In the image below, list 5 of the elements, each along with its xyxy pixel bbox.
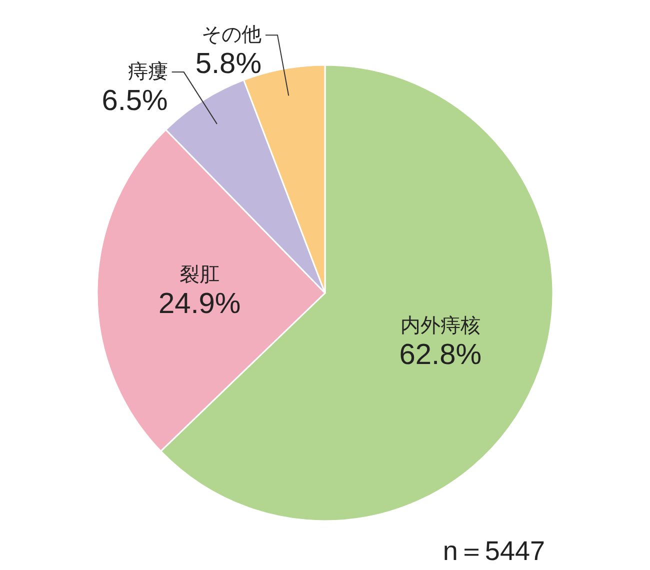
- text: n＝5447: [442, 536, 545, 566]
- label: 内外痔核 62.8%: [399, 315, 482, 372]
- label: 痔瘻 6.5%: [102, 61, 168, 118]
- label: その他 5.8%: [195, 24, 262, 80]
- label: 裂肛 24.9%: [158, 264, 241, 320]
